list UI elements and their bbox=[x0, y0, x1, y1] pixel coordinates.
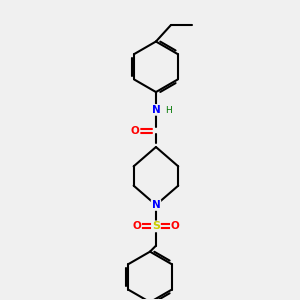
Text: N: N bbox=[152, 200, 160, 210]
Text: S: S bbox=[152, 221, 160, 231]
Text: O: O bbox=[171, 221, 180, 231]
Text: O: O bbox=[132, 221, 141, 231]
Text: N: N bbox=[152, 105, 160, 115]
Text: O: O bbox=[131, 126, 140, 136]
Text: H: H bbox=[166, 106, 172, 115]
